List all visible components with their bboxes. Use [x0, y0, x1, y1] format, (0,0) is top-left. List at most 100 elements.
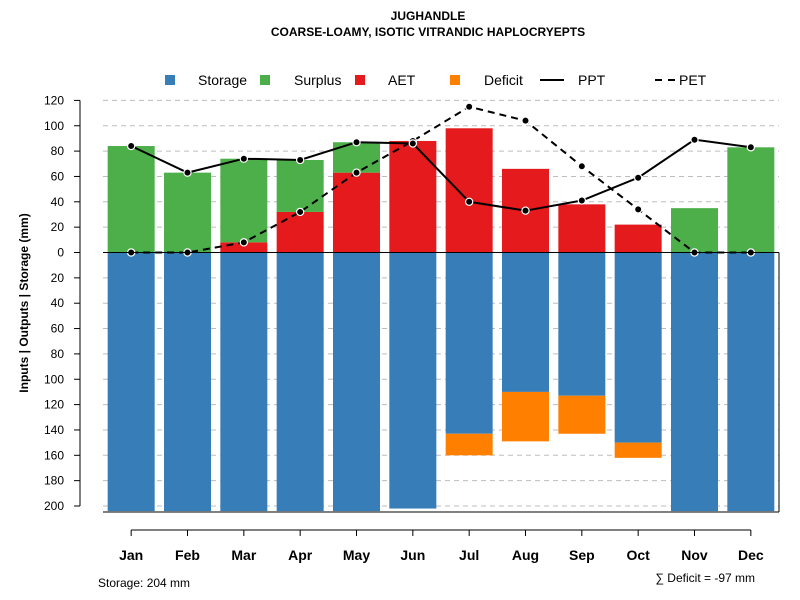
ppt-line-point [633, 173, 643, 182]
legend-label: PPT [578, 72, 606, 88]
x-tick-label: Jul [459, 547, 479, 563]
x-tick-label: Sep [569, 547, 595, 563]
pet-line-point [521, 116, 530, 125]
storage-bar [276, 252, 324, 512]
x-tick-label: Apr [288, 547, 313, 563]
aet-bar [558, 204, 606, 253]
surplus-bar [671, 208, 718, 253]
chart-subtitle: COARSE-LOAMY, ISOTIC VITRANDIC HAPLOCRYE… [271, 25, 585, 39]
y-tick-label: 100 [44, 372, 64, 386]
pet-line-point [239, 238, 249, 247]
aet-bar [220, 242, 268, 253]
y-tick-label: 40 [51, 296, 65, 310]
axes: 1201008060402002040608010012014016018020… [44, 93, 780, 563]
y-tick-label: 160 [44, 448, 64, 462]
surplus-bar [107, 146, 155, 253]
y-tick-label: 20 [51, 271, 65, 285]
aet-bar [389, 140, 437, 253]
storage-bar [164, 252, 211, 512]
storage-bar [558, 252, 606, 396]
ppt-line-point [408, 139, 418, 148]
y-tick-label: 80 [51, 347, 65, 361]
chart-title: JUGHANDLE [391, 9, 466, 23]
legend-swatch [165, 75, 175, 85]
storage-note: Storage: 204 mm [98, 576, 190, 590]
legend-label: Deficit [484, 72, 523, 88]
deficit-bar [558, 395, 606, 434]
ppt-line-point [690, 135, 699, 144]
y-tick-label: 140 [44, 423, 64, 437]
aet-bar [445, 128, 493, 253]
ppt-line-point [352, 138, 361, 147]
x-tick-label: Jun [400, 547, 425, 563]
legend-swatch [355, 75, 365, 85]
y-tick-label: 20 [51, 220, 65, 234]
legend-swatch [260, 75, 270, 85]
y-tick-label: 60 [51, 322, 65, 336]
aet-bar [333, 172, 380, 253]
ppt-line [130, 138, 751, 212]
ppt-line-point [239, 154, 249, 163]
aet-bar [276, 211, 324, 253]
x-tick-label: Feb [175, 547, 200, 563]
legend-swatch [450, 75, 460, 85]
x-tick-label: Aug [512, 547, 539, 563]
y-tick-label: 0 [57, 246, 64, 260]
lines [126, 102, 756, 257]
ppt-line-point [521, 206, 530, 215]
deficit-bar [445, 433, 493, 456]
ppt-line-point [746, 143, 756, 152]
y-tick-label: 180 [44, 474, 64, 488]
y-tick-label: 60 [51, 169, 65, 183]
y-tick-label: 100 [44, 119, 64, 133]
legend-label: Storage [198, 72, 247, 88]
storage-bar [107, 252, 155, 512]
storage-bar [333, 252, 380, 512]
gridlines [103, 99, 779, 507]
storage-bar [389, 252, 437, 509]
surplus-bar [727, 147, 775, 253]
x-tick-label: Oct [626, 547, 650, 563]
ppt-line-point [126, 141, 136, 151]
ppt-line-point [464, 197, 474, 206]
x-tick-label: Dec [738, 547, 764, 563]
y-tick-label: 120 [44, 93, 64, 107]
legend-label: Surplus [294, 72, 341, 88]
y-axis-label: Inputs | Outputs | Storage (mm) [17, 213, 31, 392]
surplus-bar [220, 158, 268, 243]
storage-bar [502, 252, 549, 392]
y-tick-label: 120 [44, 398, 64, 412]
aet-bar [614, 224, 662, 253]
legend-label: AET [388, 72, 416, 88]
y-tick-label: 40 [51, 195, 65, 209]
deficit-bar [614, 442, 662, 458]
storage-bar [671, 252, 718, 512]
ppt-line-point [295, 155, 305, 165]
legend-label: PET [679, 72, 707, 88]
x-tick-label: May [343, 547, 370, 563]
surplus-bar [276, 159, 324, 212]
pet-line-point [295, 207, 305, 217]
ppt-line-point [577, 196, 587, 205]
y-tick-label: 80 [51, 144, 65, 158]
x-tick-label: Jan [119, 547, 143, 563]
pet-line [131, 105, 751, 254]
storage-bar [220, 252, 268, 512]
y-tick-label: 200 [44, 499, 64, 513]
surplus-bar [164, 172, 211, 253]
pet-line-point [633, 205, 643, 214]
bars [107, 128, 775, 512]
deficit-note: ∑ Deficit = -97 mm [655, 571, 755, 585]
pet-line-point [464, 102, 474, 111]
storage-bar [614, 252, 662, 443]
storage-bar [727, 252, 775, 512]
ppt-line-point [183, 168, 192, 177]
pet-line-point [577, 162, 587, 171]
deficit-bar [502, 391, 549, 442]
pet-line-point [352, 168, 361, 177]
legend: Storage Surplus AET Deficit PPT PET [165, 72, 707, 88]
x-tick-label: Nov [681, 547, 708, 563]
x-tick-label: Mar [231, 547, 256, 563]
storage-bar [445, 252, 493, 434]
